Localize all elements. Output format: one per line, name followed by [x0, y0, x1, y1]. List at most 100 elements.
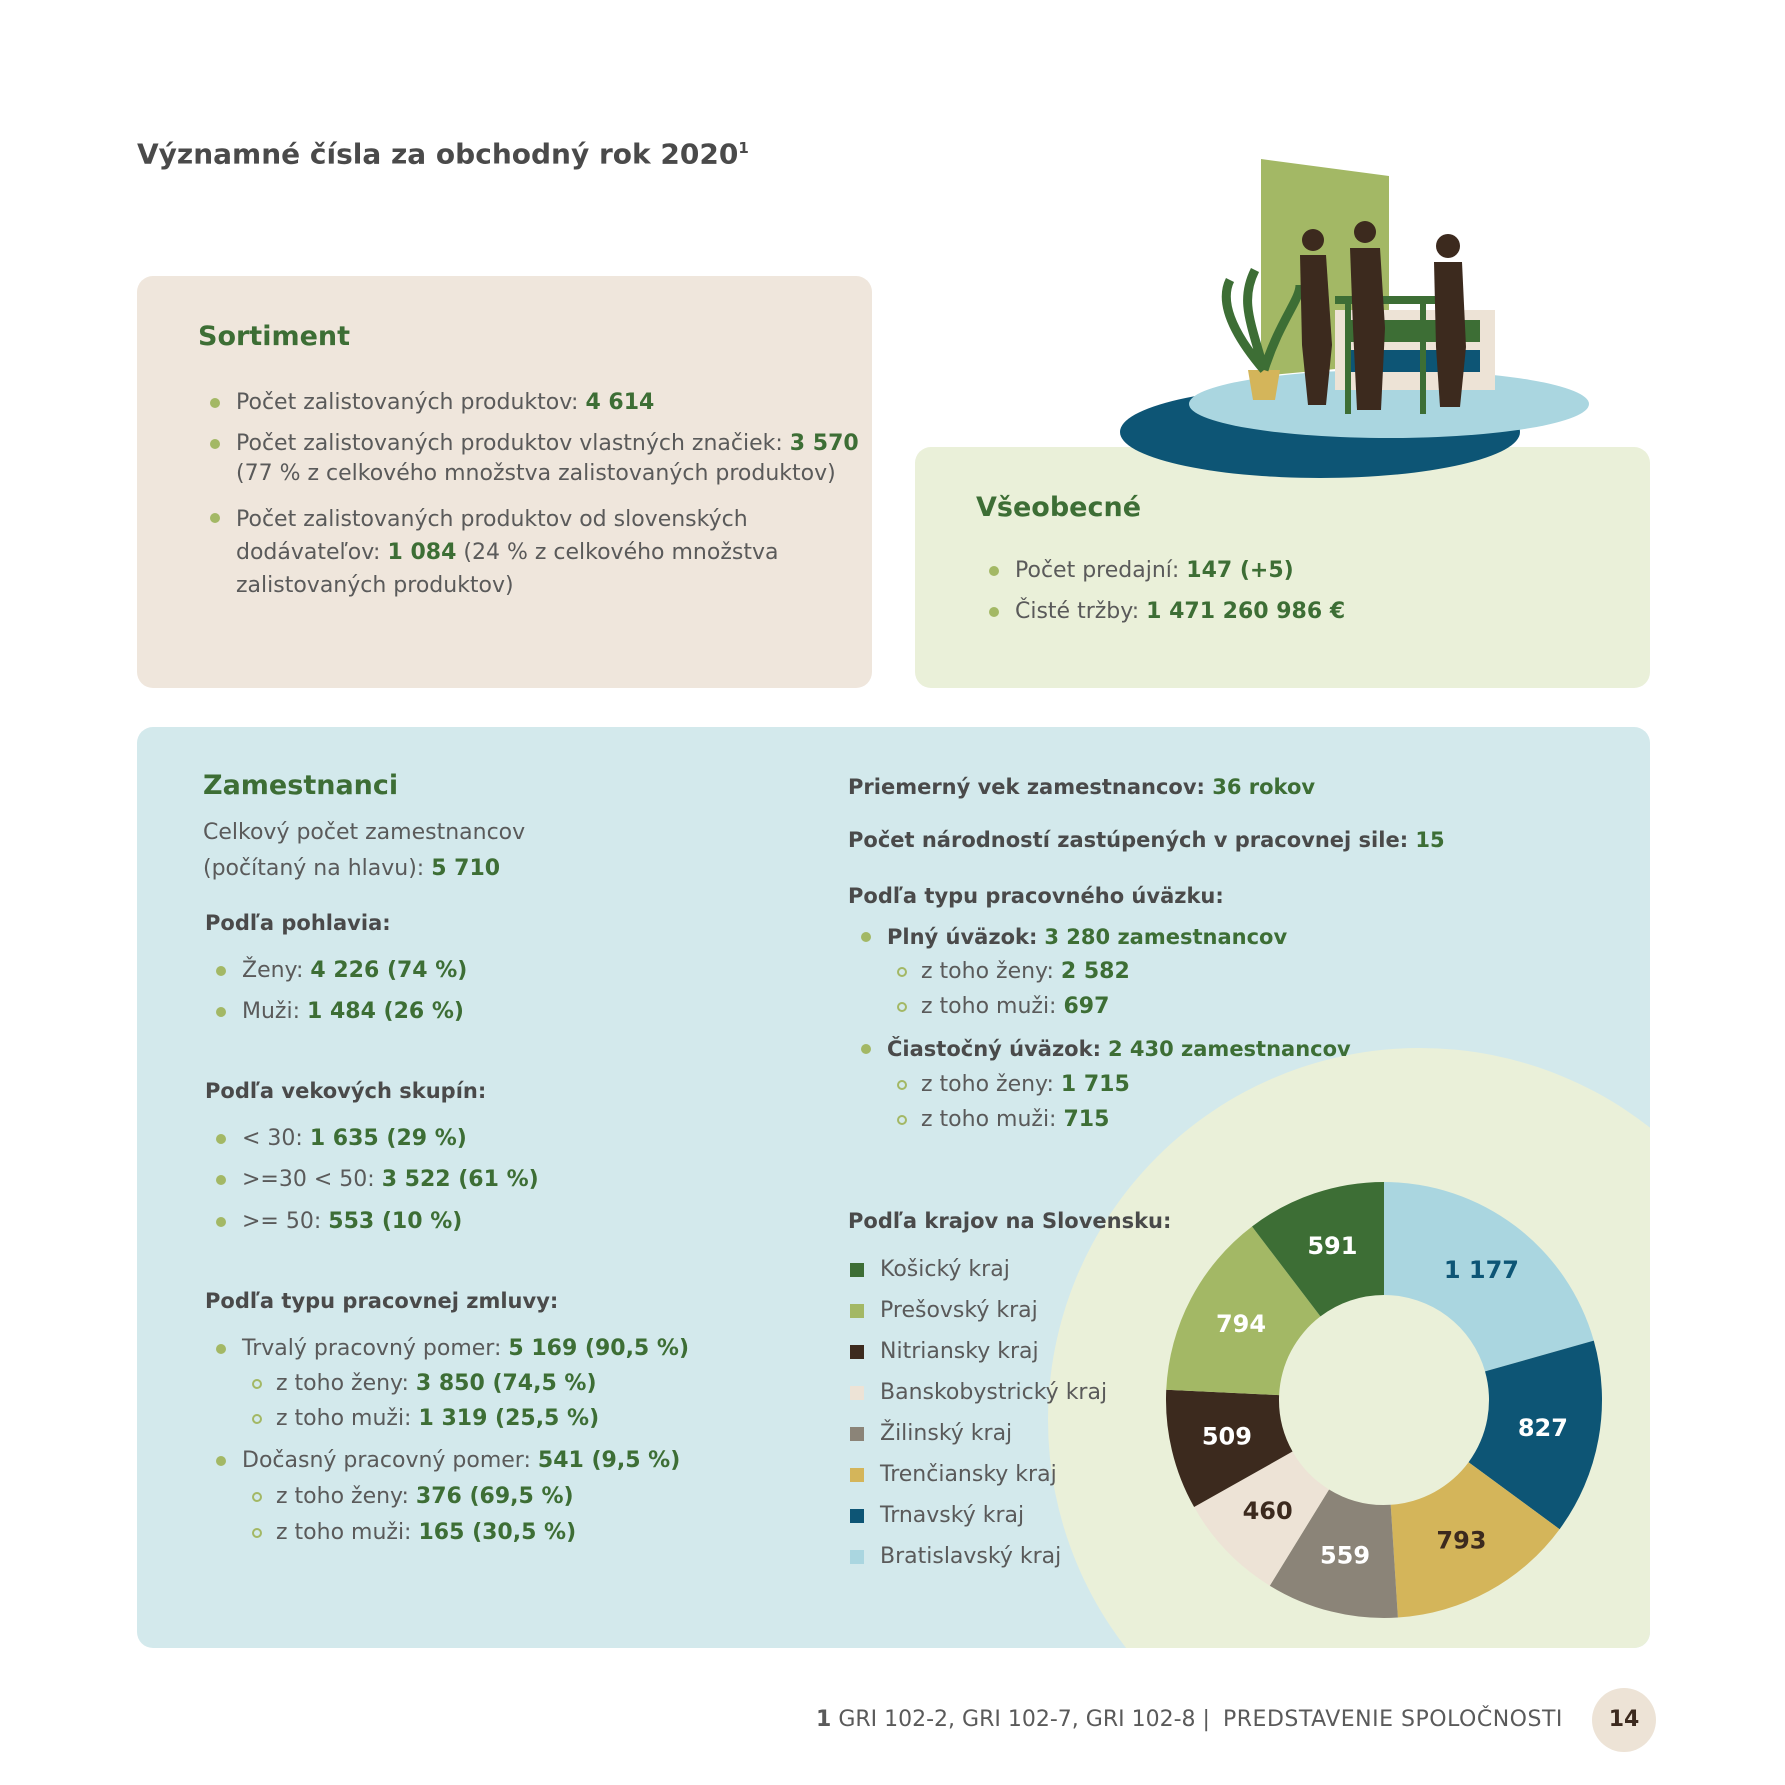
list-item: >=30 < 50: 3 522 (61 %) [216, 1165, 539, 1195]
item-value: 1 319 (25,5 %) [418, 1406, 600, 1431]
item-label: z toho muži: [276, 1520, 412, 1545]
item-label: Priemerný vek zamestnancov: [848, 775, 1205, 799]
item-value: 147 (+5) [1186, 558, 1294, 583]
item-value: 3 522 (61 %) [381, 1167, 539, 1192]
legend-label: Prešovský kraj [880, 1298, 1038, 1323]
item-value: 2 582 [1060, 959, 1130, 984]
donut-segment [1194, 1451, 1329, 1586]
segment-label: 460 [1243, 1497, 1293, 1525]
list-item: Počet zalistovaných produktov od slovens… [210, 503, 796, 602]
list-item: Plný úväzok: 3 280 zamestnancov [860, 922, 1288, 953]
note-mark: 1 [816, 1707, 832, 1732]
item-value: 376 (69,5 %) [415, 1484, 574, 1509]
illustration [1120, 159, 1589, 478]
nationalities: Počet národností zastúpených v pracovnej… [848, 825, 1445, 855]
donut-segment [1390, 1462, 1560, 1618]
item-label: Ženy: [242, 958, 304, 983]
item-label: z toho muži: [921, 994, 1057, 1019]
list-item: Čiastočný úväzok: 2 430 zamestnancov [861, 1034, 1351, 1065]
donut-segment [1468, 1340, 1602, 1530]
sub-item: z toho muži: 165 (30,5 %) [251, 1518, 576, 1548]
legend-swatch [850, 1427, 864, 1441]
page-number: 14 [1608, 1707, 1640, 1732]
item-label: z toho muži: [921, 1107, 1057, 1132]
footnote-mark: 1 [738, 139, 749, 157]
legend-label: Žilinský kraj [880, 1421, 1013, 1446]
subheading: Podľa typu pracovnej zmluvy: [205, 1289, 559, 1313]
item-label: Počet zalistovaných produktov vlastných … [236, 431, 783, 456]
donut-segment [1384, 1182, 1594, 1372]
segment-label: 793 [1436, 1527, 1486, 1555]
item-label: Čisté tržby: [1015, 599, 1140, 624]
legend-label: Košický kraj [880, 1257, 1010, 1282]
legend-swatch [850, 1263, 864, 1277]
segment-label: 591 [1307, 1232, 1357, 1260]
legend-swatch [850, 1304, 864, 1318]
footer-note: 1 GRI 102-2, GRI 102-7, GRI 102-8 | [816, 1705, 1210, 1735]
item-value: 1 084 [387, 540, 457, 565]
sub-item: z toho muži: 715 [896, 1105, 1109, 1135]
sub-item: z toho ženy: 2 582 [897, 957, 1130, 987]
section-heading: Všeobecné [976, 492, 1142, 523]
chart-backdrop [1048, 1048, 1650, 1648]
item-value: 36 rokov [1212, 775, 1316, 799]
sortiment-box [137, 276, 872, 688]
item-label: Celkový počet zamestnancov (počítaný na … [203, 820, 526, 881]
total-employees: Celkový počet zamestnancov (počítaný na … [203, 815, 543, 887]
note-text: GRI 102-2, GRI 102-7, GRI 102-8 | [838, 1707, 1210, 1732]
item-value: 3 280 zamestnancov [1044, 925, 1288, 949]
item-label: z toho ženy: [276, 1484, 409, 1509]
segment-label: 1 177 [1444, 1256, 1519, 1284]
item-label: >= 50: [242, 1209, 322, 1234]
legend-label: Banskobystrický kraj [880, 1380, 1108, 1405]
list-item: < 30: 1 635 (29 %) [216, 1124, 467, 1154]
list-item: Dočasný pracovný pomer: 541 (9,5 %) [215, 1446, 681, 1476]
list-item: >= 50: 553 (10 %) [215, 1207, 463, 1237]
page-badge [1592, 1688, 1656, 1752]
item-value: 553 (10 %) [328, 1209, 463, 1234]
item-note: (77 % z celkového množstva zalistovaných… [236, 461, 836, 486]
item-value: 3 570 [789, 431, 859, 456]
sub-item: z toho ženy: 1 715 [897, 1070, 1130, 1100]
legend-label: Bratislavský kraj [880, 1544, 1062, 1569]
list-item: Čisté tržby: 1 471 260 986 € [988, 597, 1345, 627]
average-age: Priemerný vek zamestnancov: 36 rokov [848, 772, 1315, 802]
donut-segment [1269, 1489, 1398, 1619]
donut-segment [1252, 1182, 1384, 1317]
chart-title: Podľa krajov na Slovensku: [848, 1209, 1172, 1233]
title-text: Významné čísla za obchodný rok 2020 [137, 137, 739, 171]
item-note: (24 % z celkového množstva zalistovaných… [236, 540, 779, 598]
legend-label: Trnavský kraj [880, 1503, 1025, 1528]
item-value: 5 169 (90,5 %) [508, 1336, 689, 1361]
segment-label: 559 [1320, 1542, 1370, 1570]
list-item: Muži: 1 484 (26 %) [216, 997, 464, 1027]
general-box [915, 447, 1650, 688]
section-heading: Zamestnanci [203, 770, 399, 801]
sub-item: z toho ženy: 3 850 (74,5 %) [252, 1369, 597, 1399]
item-value: 1 484 (26 %) [307, 999, 464, 1024]
list-item: Počet zalistovaných produktov vlastných … [210, 429, 859, 489]
item-value: 697 [1063, 994, 1110, 1019]
item-label: Plný úväzok: [887, 925, 1038, 949]
item-label: Muži: [242, 999, 300, 1024]
segment-label: 827 [1518, 1414, 1568, 1442]
legend-label: Trenčiansky kraj [880, 1462, 1057, 1487]
donut-segment [1166, 1389, 1293, 1508]
segment-label: 794 [1216, 1310, 1266, 1338]
legend-swatch [850, 1386, 864, 1400]
item-label: Trvalý pracovný pomer: [242, 1336, 502, 1361]
item-label: z toho muži: [276, 1406, 412, 1431]
list-item: Trvalý pracovný pomer: 5 169 (90,5 %) [216, 1334, 689, 1364]
item-label: z toho ženy: [921, 1072, 1054, 1097]
item-value: 5 710 [431, 856, 501, 881]
item-value: 541 (9,5 %) [537, 1448, 681, 1473]
item-label: Počet zalistovaných produktov od slovens… [236, 507, 748, 565]
donut-segment [1166, 1226, 1321, 1396]
sub-item: z toho muži: 697 [896, 992, 1110, 1022]
subheading: Podľa vekových skupín: [205, 1079, 487, 1103]
segment-label: 509 [1202, 1422, 1252, 1450]
item-value: 4 226 (74 %) [310, 958, 468, 983]
footer-section: PREDSTAVENIE SPOLOČNOSTI [1223, 1707, 1563, 1732]
item-label: Dočasný pracovný pomer: [242, 1448, 531, 1473]
